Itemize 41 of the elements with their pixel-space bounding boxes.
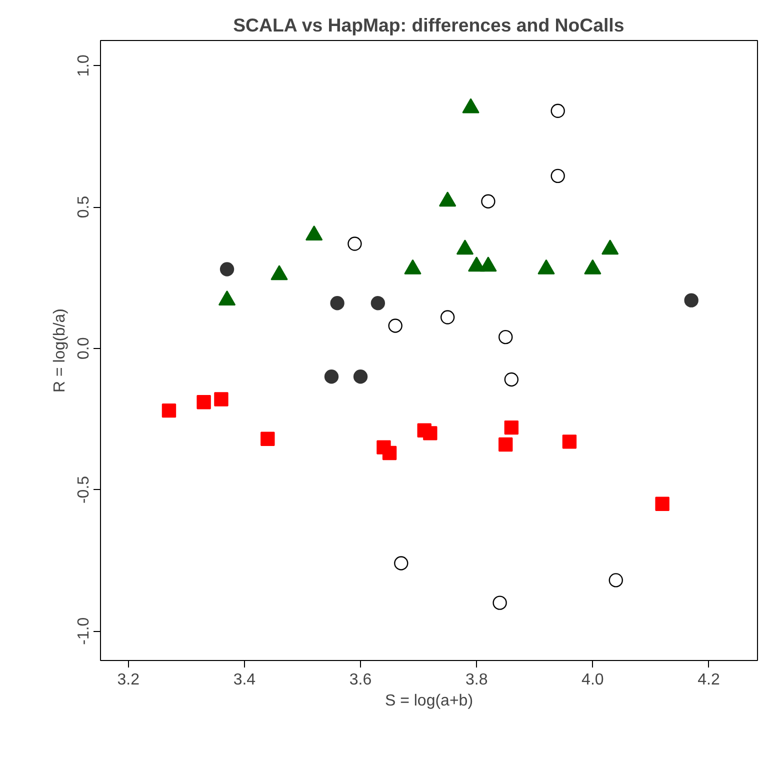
x-tick-label: 3.2 [117,672,140,688]
point [498,437,513,452]
point [348,236,362,251]
point [504,372,519,387]
y-tick-label: 1.0 [76,54,92,77]
y-tick-label: -0.5 [76,476,92,504]
point [492,596,507,610]
point [162,403,176,418]
point [440,310,455,324]
point [214,392,228,406]
point [388,318,402,333]
point [423,426,438,440]
y-tick-label: 0.5 [76,196,92,218]
point [550,168,565,184]
point [324,370,339,384]
y-tick-label: 0.0 [76,337,92,360]
point [196,394,211,410]
point [330,296,344,310]
point [220,262,234,276]
point [382,446,397,460]
point [370,296,386,310]
point [504,420,519,435]
point [562,434,577,449]
x-tick-label: 3.6 [349,672,372,688]
x-tick-label: 4.2 [698,672,720,688]
point [608,573,623,588]
x-axis-title: S = log(a+b) [384,692,474,710]
point [684,293,698,308]
point [353,370,368,384]
point [260,432,275,446]
point [498,330,513,344]
x-tick-label: 3.8 [465,672,488,688]
y-tick-label: -1.0 [76,617,92,645]
point [655,496,670,511]
x-tick-label: 3.4 [233,672,256,688]
x-tick-label: 4.0 [582,672,604,688]
chart-title: SCALA vs HapMap: differences and NoCalls [233,14,624,36]
point [550,104,565,118]
point [481,194,496,208]
point [394,556,408,570]
y-axis-title: R = log(b/a) [52,308,68,393]
